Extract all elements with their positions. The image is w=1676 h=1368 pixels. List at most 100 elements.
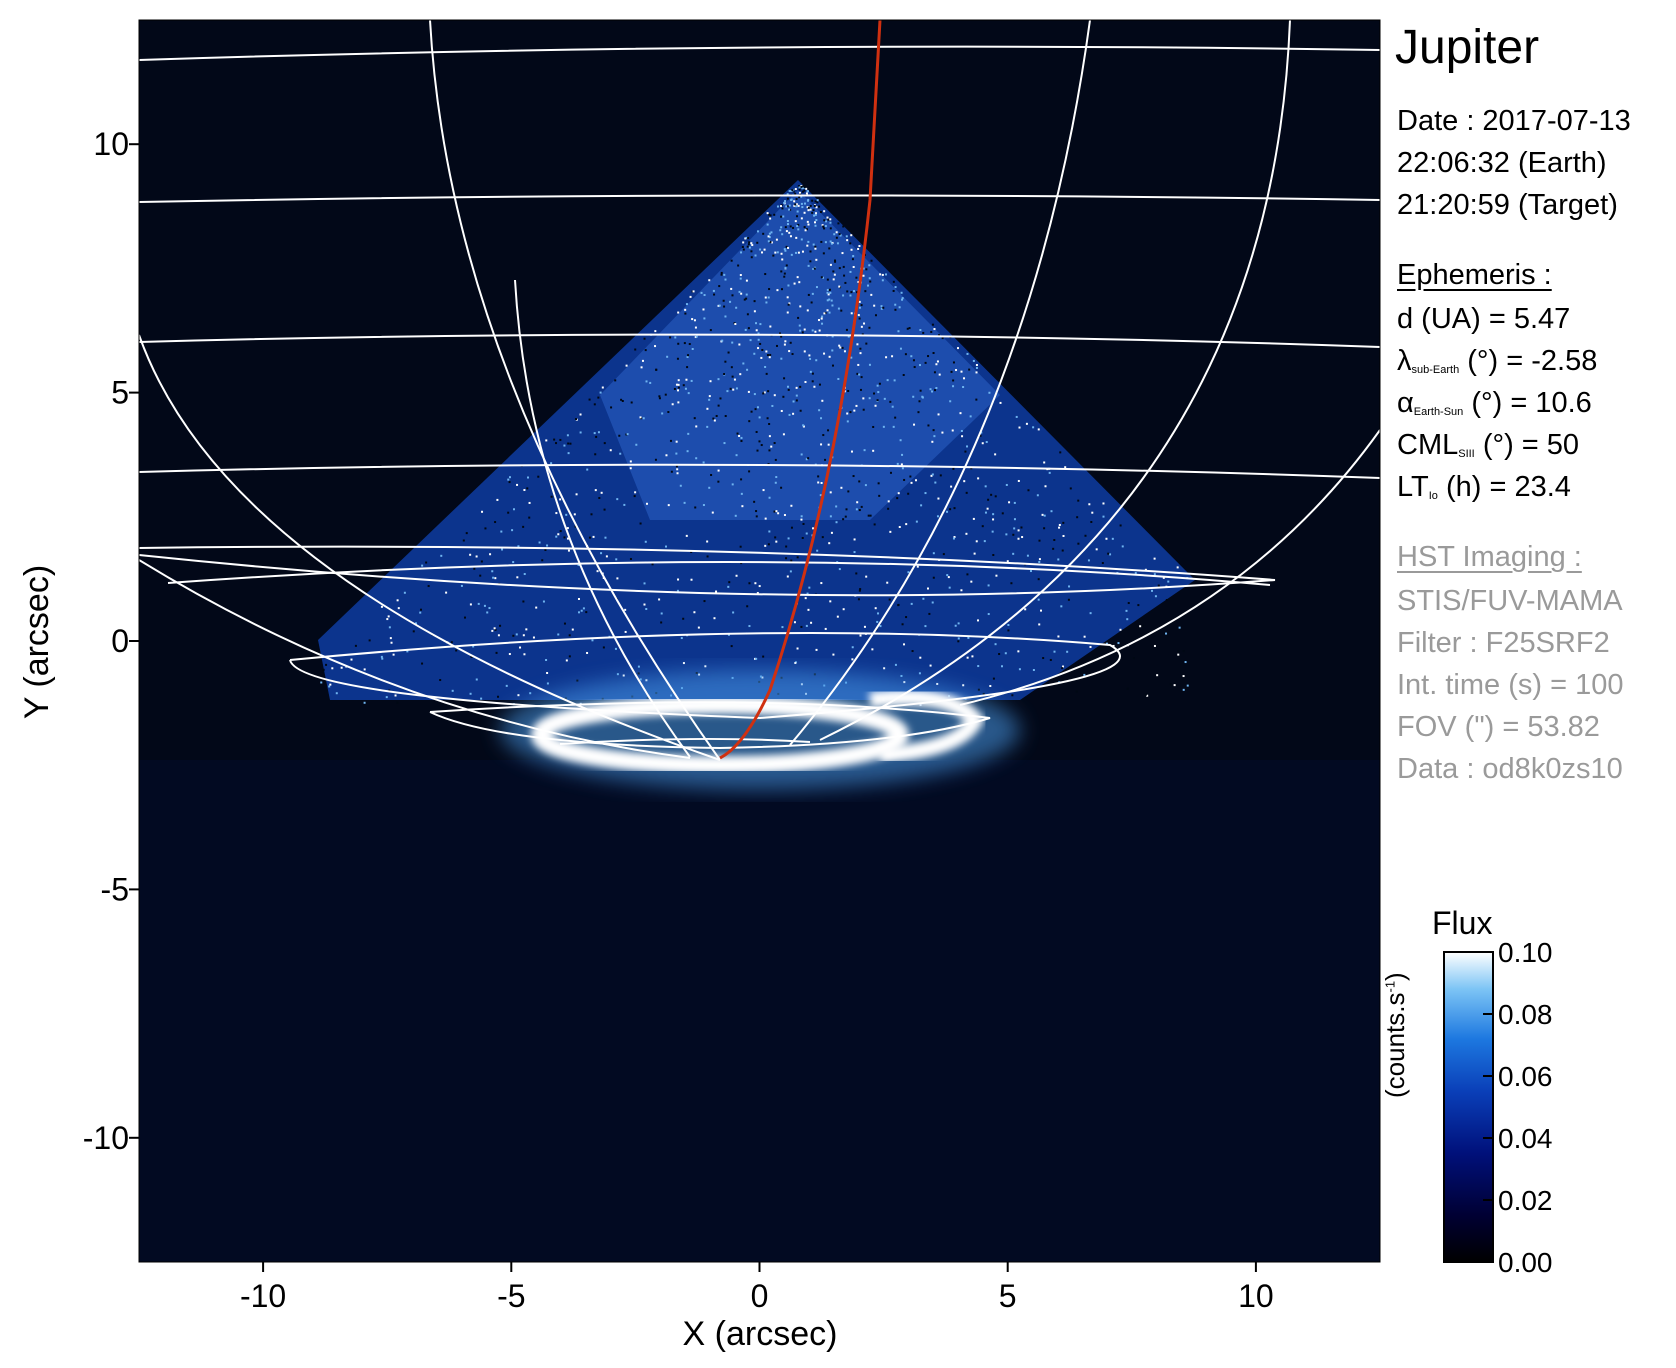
speckle xyxy=(764,365,767,368)
speckle xyxy=(1167,580,1170,583)
speckle xyxy=(932,352,935,355)
speckle xyxy=(801,206,804,209)
speckle xyxy=(565,659,568,662)
speckle xyxy=(1027,489,1030,492)
speckle xyxy=(785,557,788,560)
speckle xyxy=(837,377,840,380)
speckle xyxy=(736,432,739,435)
speckle xyxy=(806,190,809,193)
speckle xyxy=(1156,674,1159,677)
speckle xyxy=(747,243,750,246)
speckle xyxy=(754,408,757,411)
speckle xyxy=(748,625,751,628)
speckle xyxy=(841,252,844,255)
speckle xyxy=(670,470,673,473)
speckle xyxy=(439,679,442,682)
speckle xyxy=(802,424,805,427)
speckle xyxy=(931,473,934,476)
speckle xyxy=(494,521,497,524)
speckle xyxy=(682,384,685,387)
speckle xyxy=(822,252,825,255)
speckle xyxy=(806,220,809,223)
speckle xyxy=(870,259,873,262)
speckle xyxy=(859,634,862,637)
speckle xyxy=(814,200,817,203)
speckle xyxy=(1144,693,1147,696)
lt-symbol: LT xyxy=(1397,471,1429,503)
speckle xyxy=(863,449,866,452)
speckle xyxy=(766,223,769,226)
speckle xyxy=(787,303,790,306)
speckle xyxy=(911,650,914,653)
speckle xyxy=(992,518,995,521)
speckle xyxy=(708,398,711,401)
auroral-arc-east xyxy=(869,689,985,763)
speckle xyxy=(690,550,693,553)
speckle xyxy=(798,281,801,284)
speckle xyxy=(1064,466,1067,469)
speckle xyxy=(477,602,480,605)
speckle xyxy=(831,335,834,338)
speckle xyxy=(479,574,482,577)
speckle xyxy=(871,648,874,651)
speckle xyxy=(455,649,458,652)
speckle xyxy=(874,404,877,407)
speckle xyxy=(573,513,576,516)
speckle xyxy=(1169,683,1172,686)
speckle xyxy=(840,486,843,489)
speckle xyxy=(774,536,777,539)
speckle xyxy=(868,264,871,267)
speckle xyxy=(995,574,998,577)
speckle xyxy=(753,500,756,503)
speckle xyxy=(747,327,750,330)
speckle xyxy=(879,273,882,276)
speckle xyxy=(603,508,606,511)
speckle xyxy=(765,372,768,375)
speckle xyxy=(801,536,804,539)
speckle xyxy=(541,559,544,562)
speckle xyxy=(817,475,820,478)
speckle xyxy=(819,494,822,497)
speckle xyxy=(766,417,769,420)
speckle xyxy=(971,655,974,658)
speckle xyxy=(809,370,812,373)
speckle xyxy=(470,655,473,658)
speckle xyxy=(738,290,741,293)
speckle xyxy=(507,478,510,481)
cml-subscript: SIII xyxy=(1458,448,1475,460)
speckle xyxy=(1101,562,1104,565)
speckle xyxy=(827,218,830,221)
speckle xyxy=(354,644,357,647)
speckle xyxy=(812,209,815,212)
speckle xyxy=(624,608,627,611)
speckle xyxy=(387,615,390,618)
speckle xyxy=(1017,650,1020,653)
speckle xyxy=(661,412,664,415)
hst-instrument: STIS/FUV-MAMA xyxy=(1397,585,1623,617)
speckle xyxy=(837,222,840,225)
speckle xyxy=(828,298,831,301)
speckle xyxy=(516,483,519,486)
speckle xyxy=(807,198,810,201)
speckle xyxy=(1000,665,1003,668)
speckle xyxy=(693,319,696,322)
speckle xyxy=(748,246,751,249)
speckle xyxy=(950,485,953,488)
x-axis: -10 -5 0 5 10 xyxy=(240,1262,1274,1314)
speckle xyxy=(864,290,867,293)
speckle xyxy=(743,298,746,301)
speckle xyxy=(817,319,820,322)
speckle xyxy=(686,450,689,453)
speckle xyxy=(831,349,834,352)
speckle xyxy=(695,457,698,460)
speckle xyxy=(1154,595,1157,598)
speckle xyxy=(812,243,815,246)
speckle xyxy=(1091,511,1094,514)
speckle xyxy=(469,553,472,556)
speckle xyxy=(750,410,753,413)
speckle xyxy=(868,363,871,366)
speckle xyxy=(814,245,817,248)
speckle xyxy=(1062,521,1065,524)
speckle xyxy=(603,442,606,445)
